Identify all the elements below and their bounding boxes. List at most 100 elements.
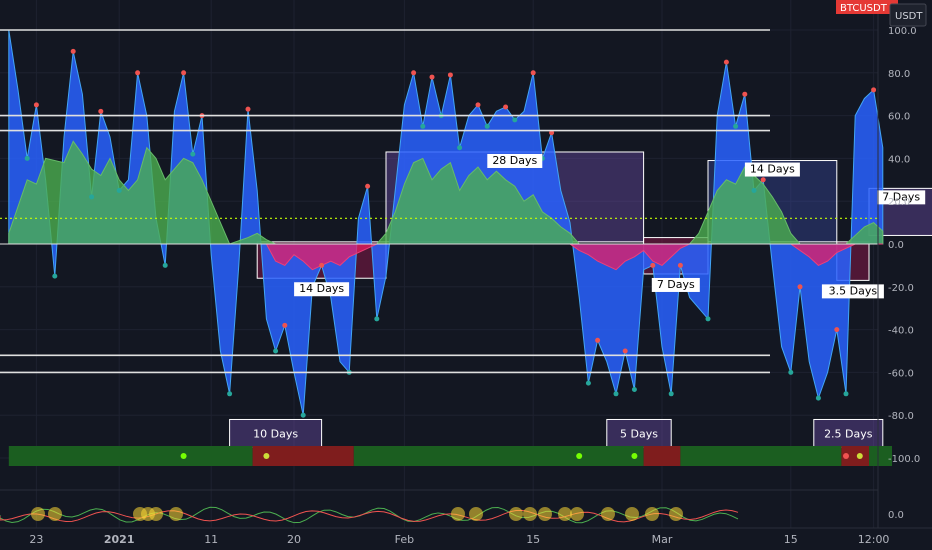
x-tick-label: 23: [29, 533, 43, 546]
sub-panel-bubble: [523, 507, 537, 521]
sub-panel-bubble: [669, 507, 683, 521]
peak-dot: [503, 104, 509, 110]
trough-dot: [227, 391, 233, 397]
sub-panel-bubble: [149, 507, 163, 521]
period-box-label: 5 Days: [620, 427, 658, 440]
signal-bar-segment: [680, 446, 842, 466]
peak-dot: [135, 70, 141, 76]
trough-dot: [815, 395, 821, 401]
trough-dot: [733, 123, 739, 129]
peak-dot: [549, 130, 555, 136]
sub-panel-bubble: [558, 507, 572, 521]
peak-dot: [723, 59, 729, 65]
period-box: [229, 418, 323, 448]
period-box-label: 7 Days: [651, 277, 700, 292]
signal-dot: [856, 453, 863, 459]
signal-bar-segment: [869, 446, 892, 466]
peak-dot: [365, 183, 371, 189]
x-tick-label: 15: [526, 533, 540, 546]
x-tick-label: 20: [287, 533, 301, 546]
peak-dot: [650, 262, 656, 268]
peak-dot: [677, 262, 683, 268]
period-box-label-text: 3.5 Days: [829, 284, 878, 297]
signal-dot: [263, 453, 270, 459]
peak-dot: [411, 70, 417, 76]
trough-dot: [24, 155, 30, 161]
sub-panel-bubble: [570, 507, 584, 521]
trough-dot: [705, 316, 711, 322]
x-tick-label: 2021: [104, 533, 135, 546]
signal-bar-segment: [841, 446, 869, 466]
sub-panel-bubble: [469, 507, 483, 521]
y-tick-label: 80.0: [888, 69, 910, 80]
peak-dot: [447, 72, 453, 78]
y-tick-label: -60.0: [888, 368, 914, 379]
y-tick-label: -20.0: [888, 283, 914, 294]
x-tick-label: 15: [784, 533, 798, 546]
sub-panel-tick: 0.0: [888, 510, 904, 521]
trough-dot: [273, 348, 279, 354]
peak-dot: [282, 322, 288, 328]
y-tick-label: -40.0: [888, 326, 914, 337]
trough-dot: [668, 391, 674, 397]
symbol-badge[interactable]: BTCUSDT: [836, 0, 898, 14]
peak-dot: [595, 337, 601, 343]
sub-panel-bubble: [48, 507, 62, 521]
y-tick-label: 40.0: [888, 154, 910, 165]
peak-dot: [871, 87, 877, 93]
period-box-label: 28 Days: [487, 153, 543, 168]
period-box-label-text: 10 Days: [253, 427, 298, 440]
period-box-label: 3.5 Days: [821, 284, 884, 299]
signal-dot: [180, 453, 187, 459]
sub-panel-bubble: [645, 507, 659, 521]
period-box-label-text: 2.5 Days: [824, 427, 873, 440]
peak-dot: [475, 102, 481, 108]
trough-dot: [751, 188, 757, 193]
period-box-label-text: 28 Days: [492, 154, 537, 167]
currency-badge[interactable]: USDT: [889, 3, 927, 27]
sub-panel-line-red: [0, 509, 739, 523]
peak-dot: [834, 327, 840, 333]
series-layer: [8, 29, 884, 418]
period-box-label-bg: [877, 190, 926, 205]
trough-dot: [613, 391, 619, 397]
y-axis: 100.0 80.0 60.0 40.0 20.0 0.0 -20.0 -40.0 -60.0 -…: [877, 0, 920, 528]
period-box-label: 7 Days: [877, 190, 926, 205]
period-box-label: 10 Days: [253, 427, 298, 440]
period-box-label-text: 5 Days: [620, 427, 658, 440]
sub-panel-bubble: [169, 507, 183, 521]
y-tick-label: -80.0: [888, 411, 914, 422]
peak-dot: [319, 262, 325, 268]
y-tick-label: 20.0: [888, 197, 910, 208]
trough-dot: [788, 369, 794, 375]
period-box-label-bg: [744, 162, 800, 177]
period-box-label-bg: [294, 282, 350, 297]
peak-dot: [742, 91, 748, 97]
trough-dot: [457, 145, 463, 151]
signal-dot: [843, 453, 849, 459]
trough-dot: [89, 194, 95, 200]
period-box-label-text: 7 Days: [657, 278, 695, 291]
period-box-label-bg: [821, 284, 884, 299]
peak-dot: [797, 284, 803, 290]
peak-dot: [70, 48, 76, 54]
peak-dot: [429, 74, 435, 80]
sub-panel-bubble: [31, 507, 45, 521]
peak-dot: [98, 108, 104, 114]
y-tick-label: 100.0: [888, 26, 917, 37]
period-box: [813, 418, 884, 448]
signal-bar-segment: [252, 446, 354, 466]
y-tick-label: 0.0: [888, 240, 904, 251]
signal-bar-segment: [353, 446, 644, 466]
trough-dot: [116, 188, 122, 193]
trough-dot: [162, 262, 168, 268]
currency-badge-text: USDT: [895, 11, 923, 22]
trough-dot: [190, 151, 196, 157]
peak-dot: [181, 70, 187, 76]
trough-dot: [52, 273, 58, 279]
period-box-label-text: 14 Days: [299, 282, 344, 295]
symbol-badge-text: BTCUSDT: [840, 3, 888, 14]
period-box-label: 2.5 Days: [824, 427, 873, 440]
